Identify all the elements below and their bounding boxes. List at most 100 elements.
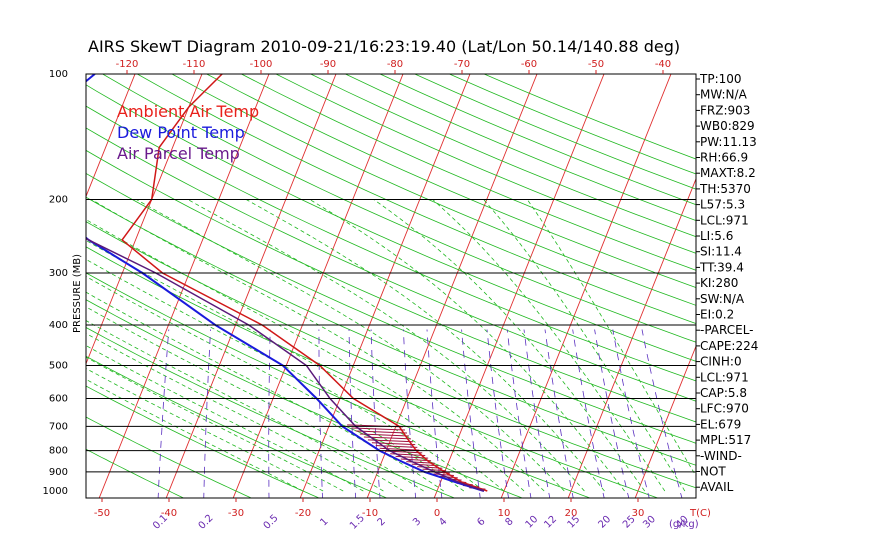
pressure-tick-label: 300 [49, 268, 68, 279]
series-ambient-air-temp [121, 74, 488, 492]
moist-adiabat [246, 199, 605, 492]
stat-value: TP:100 [699, 72, 742, 86]
moist-adiabat [86, 378, 304, 492]
pressure-tick-label: 1000 [43, 486, 68, 497]
dry-adiabat [86, 385, 321, 498]
stat-value: NOT [700, 465, 726, 479]
stat-value: FRZ:903 [700, 103, 750, 117]
moist-adiabat [86, 219, 525, 492]
isotherm [232, 74, 404, 498]
isotherm [165, 74, 337, 498]
stat-value: LCL:971 [700, 213, 749, 227]
moist-adiabat [86, 356, 344, 492]
plot-frame [85, 73, 697, 499]
bottom-temp-tick-label: 30 [632, 508, 645, 519]
bottom-temp-tick-label: 20 [565, 508, 578, 519]
isotherm [433, 74, 605, 498]
top-temp-tick-label: -90 [320, 59, 336, 70]
pressure-tick-label: 500 [49, 360, 68, 371]
bottom-temp-tick-label: -20 [295, 508, 311, 519]
legend-entry: Air Parcel Temp [117, 144, 240, 163]
stat-value: TT:39.4 [699, 260, 744, 274]
dry-adiabat [86, 246, 660, 498]
chart-title: AIRS SkewT Diagram 2010-09-21/16:23:19.4… [88, 37, 680, 56]
moist-adiabat [483, 199, 686, 492]
mixing-ratio-line [157, 329, 170, 498]
stat-value: MAXT:8.2 [700, 166, 756, 180]
top-temp-tick-label: -80 [387, 59, 403, 70]
stat-value: LCL:971 [700, 370, 749, 384]
mixing-ratio-line [523, 329, 551, 498]
dry-adiabat [137, 74, 696, 325]
moist-adiabat [86, 345, 364, 492]
legend-entry: Dew Point Temp [117, 123, 245, 142]
moist-adiabat [86, 368, 324, 492]
dry-adiabat [86, 149, 696, 423]
pressure-tick-label: 100 [49, 69, 68, 80]
mixing-ratio-line [370, 329, 381, 498]
stat-value: TH:5370 [699, 182, 751, 196]
stat-value: -PARCEL- [700, 323, 754, 337]
top-temp-tick-label: -120 [116, 59, 139, 70]
isotherm [98, 74, 270, 498]
dry-adiabat [86, 105, 696, 382]
hatch-line [351, 427, 405, 431]
x-axis-label: T(C) [689, 508, 711, 519]
mixing-ratio-line [402, 329, 417, 498]
pressure-tick-label: 800 [49, 446, 68, 457]
mixing-ratio-line [641, 329, 683, 498]
isotherm [634, 344, 696, 498]
stat-value: -WIND- [700, 449, 742, 463]
stat-value: LFC:970 [700, 402, 749, 416]
dry-adiabat [86, 299, 524, 498]
stat-value: AVAIL [700, 480, 734, 494]
stat-value: CAPE:224 [700, 339, 758, 353]
dry-adiabat [86, 448, 185, 498]
isotherm [86, 74, 203, 365]
pressure-tick-label: 200 [49, 195, 68, 206]
dry-adiabat [171, 74, 696, 306]
bottom-temp-tick-label: 10 [498, 508, 511, 519]
stat-value: PW:11.13 [700, 135, 757, 149]
dry-adiabat [275, 74, 696, 254]
top-temp-tick-label: -60 [521, 59, 537, 70]
mixing-ratio-unit: (g/kg) [669, 519, 699, 530]
isotherm [567, 177, 696, 498]
isotherm [86, 74, 136, 198]
mixing-ratio-line [268, 329, 271, 498]
stat-value: SI:11.4 [700, 245, 742, 259]
dry-adiabat [206, 74, 696, 289]
legend-entry: Ambient Air Temp [117, 102, 259, 121]
mixing-ratio-line [594, 329, 630, 498]
mixing-ratio-line [203, 329, 211, 498]
moist-adiabat [86, 291, 444, 492]
stat-value: L57:5.3 [700, 198, 745, 212]
moist-adiabat [86, 258, 485, 492]
pressure-tick-label: 400 [49, 320, 68, 331]
mixing-ratio-line [544, 329, 574, 498]
stat-value: RH:66.9 [700, 151, 748, 165]
mixing-ratio-line [461, 329, 481, 498]
bottom-temp-tick-label: -10 [362, 508, 378, 519]
moist-adiabat [86, 306, 424, 492]
dry-adiabat [102, 74, 696, 343]
stat-value: KI:280 [700, 276, 738, 290]
top-temp-tick-label: -110 [183, 59, 206, 70]
dry-adiabat [86, 327, 456, 498]
bottom-temp-tick-label: 0 [434, 508, 440, 519]
moist-adiabat [86, 239, 505, 492]
isotherm [366, 74, 538, 498]
stat-value: CAP:5.8 [700, 386, 747, 400]
top-temp-tick-label: -100 [250, 59, 273, 70]
mixing-ratio-line [612, 329, 650, 498]
mixing-ratio-line [318, 329, 323, 498]
mixing-ratio-line [572, 329, 605, 498]
top-temp-tick-label: -40 [655, 59, 671, 70]
dry-adiabat [86, 173, 696, 444]
mixing-ratio-line [426, 329, 443, 498]
stat-value: CINH:0 [700, 355, 742, 369]
isobars [86, 199, 696, 473]
pressure-tick-label: 700 [49, 421, 68, 432]
